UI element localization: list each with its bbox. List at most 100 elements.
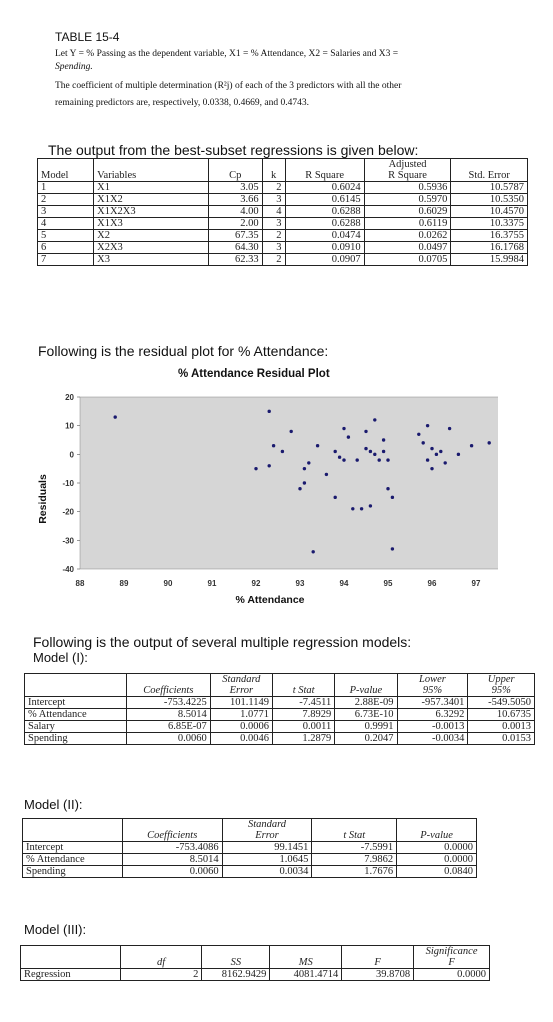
header-ms: MS [269,945,343,969]
data-point [289,429,293,434]
row-label: 4 [36,217,95,230]
data-point [267,409,271,414]
table-cell: -549.5050 [467,696,535,709]
header-df: df [119,945,203,969]
table-cell: 0.0907 [284,253,365,266]
table-cell: 0.0497 [363,241,452,254]
table-cell: 0.0000 [396,841,477,854]
row-label: Salary [24,720,127,733]
table-cell: 0.0474 [284,229,365,242]
data-point [280,449,285,454]
table-header-row: Coefficients Standard Error t Stat P-valu… [24,673,535,697]
table-cell: 4 [261,205,286,218]
table-cell: 2 [261,253,286,266]
data-point [364,446,368,451]
data-point [368,449,373,454]
header-ss: SS [201,945,271,969]
data-point [386,458,390,462]
table-header-row: df SS MS F Significance F [20,945,490,969]
row-label: 1 [36,181,95,194]
x-tick-label: 88 [76,579,85,588]
header-upper-95: Upper 95% [467,673,535,697]
table-cell: X1 [93,181,209,194]
table-cell: 0.0262 [363,229,452,242]
data-point [333,449,337,454]
data-point [333,495,337,500]
table-cell: -7.5991 [311,841,398,854]
table-cell: 1.2879 [271,732,336,745]
data-point [351,507,355,511]
table-cell: X1X2X3 [93,205,209,218]
table-title: TABLE 15-4 [55,30,120,44]
table-cell: 62.33 [207,253,263,266]
header-std-error: Std. Error [450,158,528,182]
table-cell: X2 [93,229,209,242]
x-tick-label: 90 [164,579,173,588]
model1-label: Model (I): [33,650,88,665]
y-tick-label: -30 [62,536,74,545]
data-point [337,455,342,459]
header-k: k [261,158,286,182]
table-cell: 2 [261,181,286,194]
model2-label: Model (II): [24,797,83,812]
data-point [439,449,443,454]
table-cell: 16.1768 [450,241,528,254]
table-cell: 10.5350 [450,193,528,206]
y-axis-label: Residuals [37,474,49,524]
table-cell: -0.0034 [396,732,469,745]
row-label: Spending [24,732,127,745]
table-row: % Attendance 8.5014 1.0771 7.8929 6.73E-10 6.… [24,708,535,721]
residual-caption: Following is the residual plot for % Att… [38,343,329,359]
table-cell: 4.00 [207,205,263,218]
table-cell: 0.6029 [363,205,452,218]
data-point [315,444,320,448]
header-standard-error: Standard Error [209,673,274,697]
header-r-square: R Square [284,158,365,182]
data-point [421,441,425,445]
data-point [355,458,359,462]
row-label: Regression [20,968,121,981]
table-header-row: Coefficients Standard Error t Stat P-valu… [22,818,477,842]
header-p-value: P-value [396,818,477,842]
table-cell: -753.4086 [121,841,223,854]
data-point [390,547,395,551]
header-model: Model [36,158,95,182]
table-cell: 3.66 [207,193,263,206]
header-lower-95: Lower 95% [396,673,469,697]
data-point [254,466,258,471]
intro-line-3: The coefficient of multiple determinatio… [55,81,402,91]
row-label: Spending [22,865,123,878]
data-point [311,550,315,554]
table-cell: 3 [261,241,286,254]
table-cell: 2 [119,968,203,981]
x-tick-label: 96 [428,579,437,588]
data-point [487,441,491,445]
table-cell: 10.6735 [467,708,535,721]
table-row: Salary 6.85E-07 0.0006 0.0011 0.9991 -0.0013 0… [24,720,535,733]
table-cell: 0.2047 [334,732,398,745]
table-cell: X1X2 [93,193,209,206]
data-point [425,458,430,462]
header-blank [20,945,121,969]
table-cell: 0.0705 [363,253,452,266]
table-cell: 0.5970 [363,193,452,206]
table-cell: 0.0153 [467,732,535,745]
table-cell: 10.4570 [450,205,528,218]
table-cell: 15.9984 [450,253,528,266]
data-point [417,432,421,436]
data-point [390,495,395,500]
table-cell: 101.1149 [209,696,274,709]
table-cell: 0.0011 [271,720,336,733]
table-row: 3 X1X2X3 4.00 4 0.6288 0.6029 10.4570 [36,205,528,218]
table-row: 5 X2 67.35 2 0.0474 0.0262 16.3755 [36,229,528,242]
row-label: 6 [36,241,95,254]
table-header-row: Model Variables Cp k R Square Adjusted R … [36,158,528,182]
row-label: 5 [36,229,95,242]
table-cell: 0.0060 [126,732,211,745]
data-point [302,466,307,471]
table-cell: 0.9991 [334,720,398,733]
table-cell: 0.0000 [413,968,490,981]
y-tick-label: 20 [65,393,74,402]
model2-table: Coefficients Standard Error t Stat P-valu… [22,818,477,878]
table-cell: 0.6288 [284,205,365,218]
